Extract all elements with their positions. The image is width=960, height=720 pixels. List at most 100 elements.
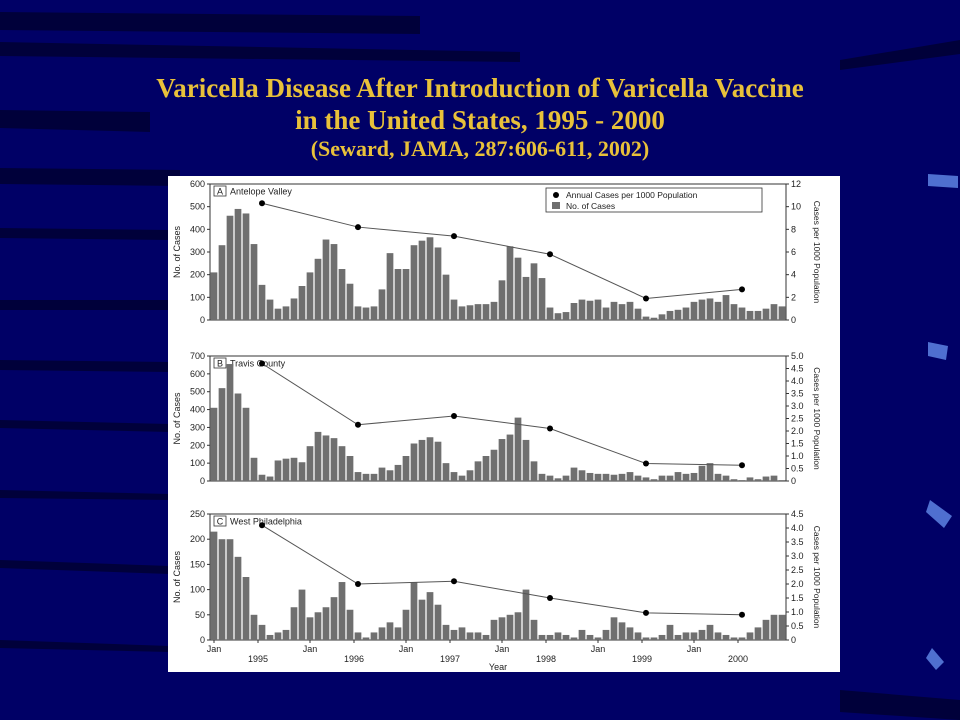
case-bar	[338, 582, 346, 640]
case-bar	[778, 480, 786, 481]
legend-bar-label: No. of Cases	[566, 201, 615, 211]
right-tick-label: 0	[791, 635, 796, 645]
case-bar	[746, 310, 754, 320]
case-bar	[618, 622, 626, 640]
left-tick-label: 500	[190, 387, 205, 397]
case-bar	[210, 272, 218, 320]
case-bar	[650, 317, 658, 320]
rate-point	[643, 609, 649, 616]
case-bar	[690, 301, 698, 320]
right-tick-label: 2.5	[791, 565, 804, 575]
case-bar	[410, 443, 418, 481]
right-axis-label: Cases per 1000 Population	[812, 201, 822, 304]
case-bar	[250, 457, 258, 481]
case-bar	[554, 478, 562, 481]
rate-point	[259, 360, 265, 367]
case-bar	[346, 283, 354, 320]
panel-letter-box	[213, 185, 227, 197]
case-bar	[394, 269, 402, 320]
left-tick-label: 200	[190, 270, 205, 280]
case-bar	[674, 634, 682, 640]
case-bar	[218, 388, 226, 481]
case-bar	[234, 208, 242, 320]
right-tick-label: 0	[791, 315, 796, 325]
case-bar	[474, 304, 482, 320]
case-bar	[274, 308, 282, 320]
case-bar	[506, 614, 514, 640]
right-tick-label: 0.5	[791, 464, 804, 474]
rate-line	[261, 202, 743, 299]
case-bar	[666, 475, 674, 481]
case-bar	[738, 480, 746, 481]
case-bar	[418, 240, 426, 320]
case-bar	[690, 632, 698, 640]
case-bar	[394, 627, 402, 640]
case-bar	[482, 456, 490, 481]
case-bar	[322, 239, 330, 320]
case-bar	[522, 439, 530, 481]
left-tick-label: 0	[200, 315, 205, 325]
case-bar	[698, 465, 706, 481]
case-bar	[506, 434, 514, 481]
case-bar	[314, 612, 322, 640]
case-bar	[602, 629, 610, 640]
panel-letter-box	[213, 357, 227, 369]
case-bar	[650, 479, 658, 481]
case-bar	[266, 476, 274, 481]
case-bar	[298, 286, 306, 320]
right-axis-label: Cases per 1000 Population	[812, 526, 822, 629]
rate-line	[261, 363, 743, 466]
left-tick-label: 200	[190, 534, 205, 544]
case-bar	[658, 634, 666, 640]
case-bar	[210, 407, 218, 481]
case-bar	[322, 435, 330, 481]
left-tick-label: 0	[200, 635, 205, 645]
case-bar	[778, 306, 786, 320]
case-bar	[682, 307, 690, 320]
left-tick-label: 250	[190, 509, 205, 519]
case-bar	[370, 632, 378, 640]
case-bar	[514, 612, 522, 640]
left-tick-label: 600	[190, 369, 205, 379]
case-bar	[322, 607, 330, 640]
legend-bar-marker	[552, 202, 560, 209]
case-bar	[346, 609, 354, 640]
panel-name: West Philadelphia	[230, 517, 302, 527]
case-bar	[498, 617, 506, 640]
case-bar	[770, 304, 778, 320]
case-bar	[426, 237, 434, 320]
case-bar	[538, 473, 546, 481]
case-bar	[730, 637, 738, 640]
case-bar	[258, 624, 266, 640]
case-bar	[466, 305, 474, 320]
case-bar	[594, 299, 602, 320]
right-tick-label: 3.0	[791, 401, 804, 411]
case-bar	[538, 634, 546, 640]
case-bar	[674, 309, 682, 320]
case-bar	[250, 614, 258, 640]
case-bar	[314, 431, 322, 481]
case-bar	[514, 417, 522, 481]
case-bar	[730, 479, 738, 481]
case-bar	[714, 473, 722, 481]
right-tick-label: 2.0	[791, 579, 804, 589]
case-bar	[722, 475, 730, 481]
case-bar	[386, 470, 394, 481]
case-bar	[282, 629, 290, 640]
right-tick-label: 0	[791, 476, 796, 486]
case-bar	[626, 627, 634, 640]
legend-rate-marker	[553, 192, 559, 198]
case-bar	[434, 604, 442, 640]
case-bar	[490, 449, 498, 481]
case-bar	[602, 307, 610, 320]
case-bar	[666, 624, 674, 640]
case-bar	[738, 307, 746, 320]
case-bar	[354, 306, 362, 320]
rate-point	[259, 200, 265, 207]
case-bar	[242, 407, 250, 481]
case-bar	[394, 464, 402, 481]
case-bar	[474, 632, 482, 640]
case-bar	[410, 245, 418, 320]
x-tick-label: 2000	[728, 654, 748, 664]
left-tick-label: 100	[190, 585, 205, 595]
